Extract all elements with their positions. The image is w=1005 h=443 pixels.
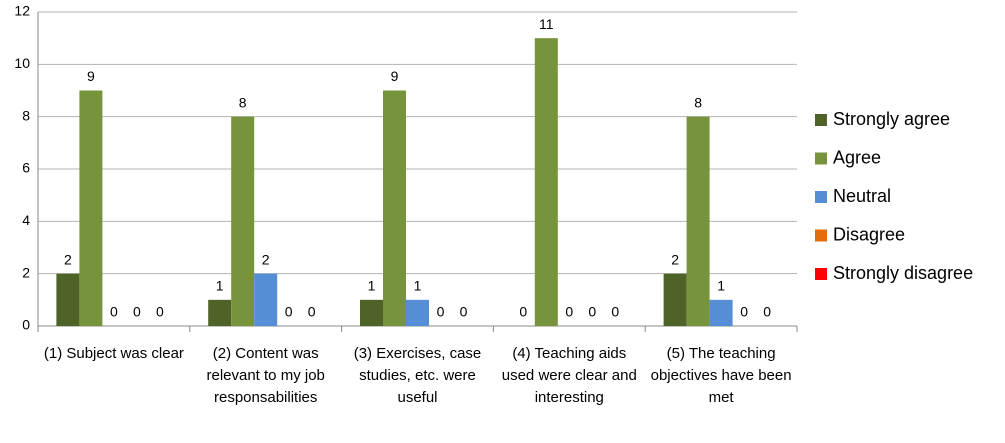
y-tick-label: 2 xyxy=(22,264,30,280)
y-tick-label: 10 xyxy=(14,55,30,71)
legend-label: Neutral xyxy=(833,186,891,206)
x-tick-label: (3) Exercises, case studies, etc. were u… xyxy=(353,345,482,406)
data-label: 0 xyxy=(437,304,445,320)
y-tick-label: 12 xyxy=(14,3,30,19)
y-tick-label: 4 xyxy=(22,212,30,228)
x-tick-label: (4) Teaching aids used were clear and in… xyxy=(501,345,637,406)
bar xyxy=(663,273,687,326)
bar xyxy=(79,90,103,326)
data-label: 0 xyxy=(110,304,118,320)
bar xyxy=(360,299,383,326)
bar xyxy=(534,38,558,327)
data-label: 1 xyxy=(414,278,422,294)
x-tick-label: (5) The teaching objectives have been me… xyxy=(650,345,792,406)
data-label: 1 xyxy=(368,278,376,294)
legend-swatch xyxy=(815,229,827,242)
x-tick-label: (1) Subject was clear xyxy=(43,345,184,362)
legend-swatch xyxy=(815,268,827,280)
legend-swatch xyxy=(815,152,827,165)
data-label: 0 xyxy=(285,304,293,320)
data-label: 0 xyxy=(763,304,771,320)
legend-label: Agree xyxy=(833,147,881,167)
data-label: 0 xyxy=(308,304,316,320)
data-label: 0 xyxy=(460,304,468,320)
y-tick-label: 6 xyxy=(22,160,30,176)
legend-label: Strongly agree xyxy=(833,109,950,129)
legend-swatch xyxy=(815,191,827,203)
legend-label: Strongly disagree xyxy=(833,263,973,283)
data-label: 1 xyxy=(717,278,725,294)
data-label: 0 xyxy=(588,304,596,320)
data-label: 0 xyxy=(156,304,164,320)
data-label: 9 xyxy=(87,68,95,84)
data-label: 2 xyxy=(671,251,679,267)
data-label: 1 xyxy=(216,278,224,294)
bar xyxy=(406,299,429,326)
data-label: 2 xyxy=(64,251,72,267)
bar xyxy=(56,273,80,326)
bar xyxy=(208,299,232,326)
bar xyxy=(383,90,406,326)
y-tick-label: 0 xyxy=(22,317,30,333)
data-label: 11 xyxy=(539,16,554,32)
data-label: 8 xyxy=(694,94,702,110)
data-label: 0 xyxy=(611,304,619,320)
legend-swatch xyxy=(815,114,827,126)
data-label: 2 xyxy=(262,251,270,267)
bar xyxy=(254,273,278,326)
data-label: 0 xyxy=(133,304,141,320)
data-label: 0 xyxy=(519,304,527,320)
data-label: 0 xyxy=(565,304,573,320)
data-label: 9 xyxy=(391,68,399,84)
x-tick-label: (2) Content was relevant to my job respo… xyxy=(206,345,325,406)
bar xyxy=(231,116,255,327)
data-label: 0 xyxy=(740,304,748,320)
legend-label: Disagree xyxy=(833,224,905,244)
bar xyxy=(709,299,733,326)
bar xyxy=(686,116,710,327)
data-label: 8 xyxy=(239,94,247,110)
y-tick-label: 8 xyxy=(22,107,30,123)
